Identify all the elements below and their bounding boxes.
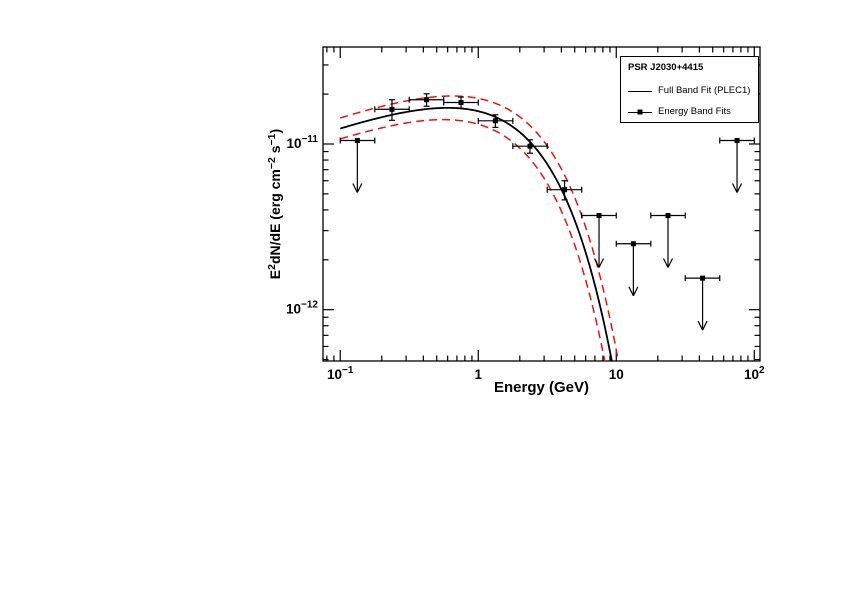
y-tick-label: 10−11 — [287, 134, 319, 151]
x-tick-label: 102 — [744, 365, 765, 382]
full-band-fit-curve — [339, 106, 613, 361]
legend-item-energy-band-fits: Energy Band Fits — [628, 101, 754, 122]
x-tick-label: 1 — [475, 367, 483, 382]
fit-line-sample-icon — [628, 86, 652, 96]
upper-limit-arrows — [339, 137, 755, 331]
axis-ticks — [323, 47, 760, 361]
legend-item-label: Energy Band Fits — [658, 106, 731, 117]
fit-uncertainty-lower — [340, 118, 606, 361]
legend-title: PSR J2030+4415 — [628, 62, 704, 73]
marker-sample-icon — [628, 107, 652, 117]
y-axis-title: E2dN/dE (erg cm−2 s−1) — [266, 129, 283, 279]
legend-item-full-band-fit: Full Band Fit (PLEC1) — [628, 80, 754, 101]
x-tick-label: 10 — [609, 367, 624, 382]
legend: PSR J2030+4415 Full Band Fit (PLEC1) Ene… — [620, 56, 759, 123]
fit-uncertainty-upper — [340, 95, 620, 361]
y-tick-label: 10−12 — [286, 300, 318, 317]
x-tick-label: 10−1 — [327, 365, 354, 382]
legend-item-label: Full Band Fit (PLEC1) — [658, 85, 751, 96]
energy-band-points — [374, 93, 583, 201]
x-axis-title: Energy (GeV) — [494, 379, 589, 396]
plot-frame — [322, 46, 761, 362]
